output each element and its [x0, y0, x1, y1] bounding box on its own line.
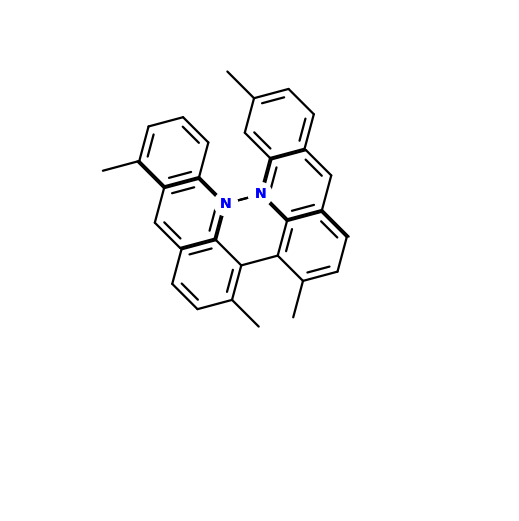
Text: N: N: [254, 188, 266, 202]
Circle shape: [214, 192, 238, 216]
Text: N: N: [220, 196, 231, 210]
Circle shape: [249, 182, 272, 206]
Text: N: N: [254, 188, 266, 202]
Text: N: N: [220, 196, 231, 210]
